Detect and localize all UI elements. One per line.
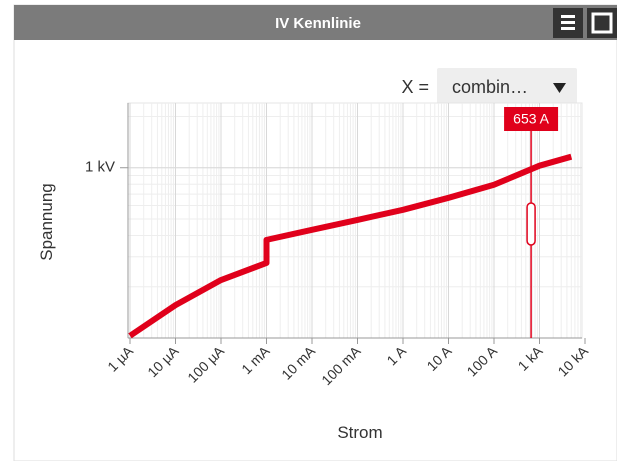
header	[14, 5, 617, 40]
maximize-button[interactable]	[587, 8, 617, 38]
selector[interactable]: combin…	[437, 68, 577, 108]
cursor-label: 653 A	[513, 111, 549, 127]
panel-title: IV Kennlinie	[275, 15, 361, 32]
series-line	[128, 153, 573, 339]
cursor-label-bg	[504, 107, 559, 131]
cursor-handle	[526, 202, 536, 246]
menu-button[interactable]	[553, 8, 583, 38]
y-tick-label: 1 kV	[85, 159, 115, 176]
y-axis-label: Spannung	[37, 183, 56, 261]
selector-value[interactable]: combin…	[452, 77, 528, 97]
selector-label: X =	[401, 77, 429, 97]
x-axis-label: Strom	[337, 423, 382, 442]
